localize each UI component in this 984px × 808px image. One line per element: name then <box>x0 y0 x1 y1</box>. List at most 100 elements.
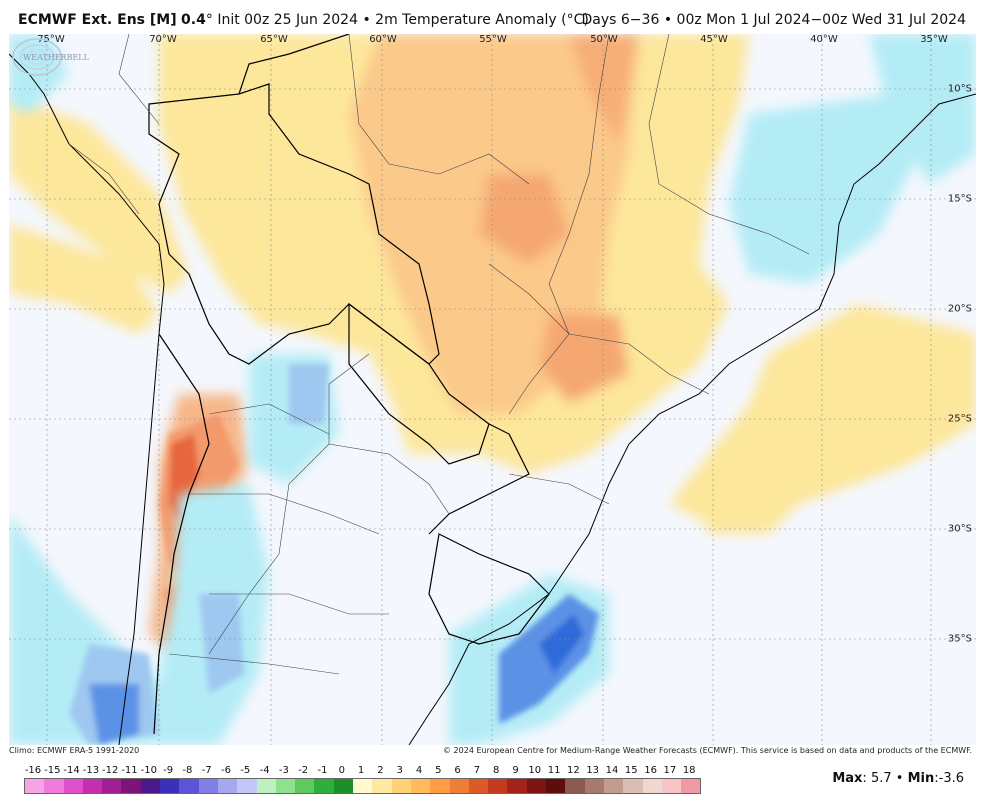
colorbar <box>24 778 702 794</box>
lon-label-35w: 35°W <box>920 34 948 45</box>
state-borders <box>68 34 810 675</box>
stats-separator: • <box>895 771 904 786</box>
colorbar-tick-label: -16 <box>24 765 42 776</box>
colorbar-swatch <box>488 779 508 793</box>
period-separator: • <box>663 12 673 28</box>
lon-label-45w: 45°W <box>700 34 728 45</box>
atlantic-coastline <box>408 93 976 745</box>
warm-andes-peak <box>169 434 199 524</box>
lon-label-50w: 50°W <box>590 34 618 45</box>
cool-chile-strong <box>89 684 139 745</box>
warm-region-pacific <box>9 224 159 334</box>
colorbar-swatch <box>237 779 257 793</box>
colorbar-swatch <box>546 779 566 793</box>
colorbar-swatch <box>603 779 624 793</box>
colorbar-tick-label: -10 <box>140 765 157 776</box>
warm-region-peru <box>9 94 189 294</box>
colorbar-swatch <box>507 779 527 793</box>
forecast-days: Days 6−36 <box>581 12 660 28</box>
colorbar-tick-label: -5 <box>240 765 251 776</box>
colorbar-tick-label: 16 <box>644 765 657 776</box>
colorbar-tick-label: 9 <box>512 765 519 776</box>
colorbar-swatch <box>256 779 276 793</box>
cool-region-offshore <box>869 34 976 184</box>
colorbar-tick-label: 7 <box>473 765 481 776</box>
colorbar-tick-label: 6 <box>454 765 461 776</box>
lon-label-65w: 65°W <box>260 34 288 45</box>
colorbar-swatch <box>25 779 45 793</box>
colorbar-tick-label: -15 <box>44 765 61 776</box>
colorbar-swatch <box>449 779 469 793</box>
model-resolution: 0.4 <box>181 12 206 28</box>
colorbar-tick-label: 3 <box>396 765 403 776</box>
colorbar-tick-label: 14 <box>605 765 619 776</box>
colorbar-tick-label: -11 <box>121 765 138 776</box>
lon-label-40w: 40°W <box>810 34 838 45</box>
colorbar-swatch <box>217 779 238 793</box>
colorbar-swatch <box>526 779 547 793</box>
lat-label-10s: 10°S <box>947 83 972 95</box>
min-value: -3.6 <box>938 771 964 786</box>
lat-label-30s: 30°S <box>947 523 972 535</box>
colorbar-swatch <box>642 779 662 793</box>
copyright-note: © 2024 European Centre for Medium-Range … <box>443 746 972 755</box>
uruguay-border <box>428 533 550 645</box>
colorbar-swatch <box>681 779 701 793</box>
cool-peak-layer <box>69 364 599 745</box>
colorbar-tick-label: 13 <box>586 765 600 776</box>
cool-region-northeast <box>729 94 919 284</box>
title-separator: • <box>362 12 371 28</box>
colorbar-tick-label: 11 <box>547 765 561 776</box>
lat-label-20s: 20°S <box>947 303 972 315</box>
peru-brazil-border <box>238 34 350 95</box>
warm-anomaly-layer <box>9 34 976 654</box>
colorbar-swatch <box>140 779 161 793</box>
lon-label-70w: 70°W <box>149 34 177 45</box>
logo-text: WEATHERBELL <box>23 53 90 62</box>
colorbar-swatch <box>333 779 354 793</box>
colorbar-swatch <box>44 779 64 793</box>
degree-symbol: ° <box>205 12 213 28</box>
colorbar-swatch <box>623 779 643 793</box>
cool-patagonia-mid <box>199 594 244 694</box>
lon-label-55w: 55°W <box>479 34 507 45</box>
min-label: Min <box>907 771 935 786</box>
weatherbell-logo: WEATHERBELL <box>12 38 90 76</box>
valid-period: Days 6−36 • 00z Mon 1 Jul 2024−00z Wed 3… <box>582 12 966 28</box>
colorbar-swatch <box>372 779 392 793</box>
colorbar-swatch <box>314 779 334 793</box>
colorbar-swatch <box>82 779 103 793</box>
climo-note: Climo: ECMWF ERA-5 1991-2020 <box>9 746 140 755</box>
argentina-brazil-border <box>428 423 530 535</box>
colorbar-tick-label: 4 <box>415 765 423 776</box>
colorbar-tick-label: 17 <box>663 765 677 776</box>
lat-label-15s: 15°S <box>947 193 972 205</box>
colorbar-tick-label: -7 <box>201 765 212 776</box>
model-name: ECMWF Ext. Ens [M] <box>18 12 177 28</box>
map-header: ECMWF Ext. Ens [M] 0.4° Init 00z 25 Jun … <box>0 0 984 34</box>
warm-core-peak-a <box>479 174 569 264</box>
colorbar-tick-label: -6 <box>221 765 231 776</box>
warm-core-peak-b <box>539 314 629 404</box>
colorbar-swatch <box>179 779 199 793</box>
warm-region-coast <box>689 454 799 534</box>
colorbar-tick-label: 1 <box>357 765 365 776</box>
colorbar-swatch <box>584 779 604 793</box>
colorbar-swatch <box>430 779 450 793</box>
colorbar-swatch <box>295 779 315 793</box>
colorbar-swatch <box>565 779 585 793</box>
colorbar-tick-label: -13 <box>82 765 100 776</box>
variable-name: 2m Temperature Anomaly (°C) <box>375 12 589 28</box>
max-label: Max <box>832 771 863 786</box>
colorbar-swatch <box>391 779 411 793</box>
colorbar-swatch <box>353 779 373 793</box>
colorbar-tick-label: -2 <box>298 765 309 776</box>
max-min-stats: Max: 5.7 • Min:-3.6 <box>832 771 964 786</box>
colorbar-tick-label: -12 <box>102 765 119 776</box>
init-time: Init 00z 25 Jun 2024 <box>217 12 358 28</box>
pacific-coastline <box>9 53 165 745</box>
colorbar-tick-label: -8 <box>182 765 193 776</box>
colorbar-tick-label: -4 <box>259 765 270 776</box>
colorbar-tick-label: 10 <box>528 765 542 776</box>
colorbar-tick-label: 12 <box>567 765 580 776</box>
